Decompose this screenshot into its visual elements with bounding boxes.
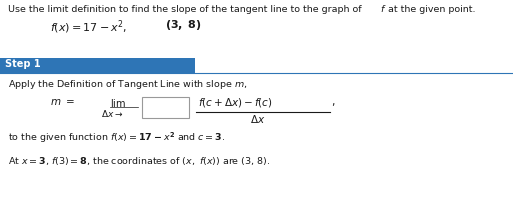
- Text: f: f: [380, 5, 383, 14]
- Text: At $\mathit{x} = \mathbf{3}$, $\mathit{f}(3) = \mathbf{8}$, the coordinates of $: At $\mathit{x} = \mathbf{3}$, $\mathit{f…: [8, 155, 270, 167]
- Text: Use the limit definition to find the slope of the tangent line to the graph of: Use the limit definition to find the slo…: [8, 5, 365, 14]
- Text: $\Delta x \rightarrow$: $\Delta x \rightarrow$: [101, 108, 123, 119]
- Text: Apply the Definition of Tangent Line with slope $\mathit{m}$,: Apply the Definition of Tangent Line wit…: [8, 78, 248, 91]
- Text: Step 1: Step 1: [5, 59, 41, 69]
- Text: ,: ,: [331, 97, 334, 107]
- Text: $\mathit{m}\ =$: $\mathit{m}\ =$: [50, 97, 75, 107]
- Text: $\mathit{f}(\mathit{c} + \Delta \mathit{x}) - \mathit{f}(\mathit{c})$: $\mathit{f}(\mathit{c} + \Delta \mathit{…: [198, 96, 273, 109]
- Text: $\mathbf{(3,\ 8)}$: $\mathbf{(3,\ 8)}$: [165, 18, 202, 32]
- Text: $\lim$: $\lim$: [110, 97, 126, 109]
- Text: to the given function $\mathit{f}(\mathit{x}) = \mathbf{17 - \mathit{x}^2}$ and : to the given function $\mathit{f}(\mathi…: [8, 130, 225, 145]
- Bar: [142, 97, 189, 118]
- Bar: [0, 58, 195, 73]
- Text: at the given point.: at the given point.: [385, 5, 476, 14]
- Text: $\Delta \mathit{x}$: $\Delta \mathit{x}$: [250, 113, 265, 125]
- Text: $\mathit{f}(\mathit{x}) = 17 - \mathit{x}^2,$: $\mathit{f}(\mathit{x}) = 17 - \mathit{x…: [50, 18, 127, 36]
